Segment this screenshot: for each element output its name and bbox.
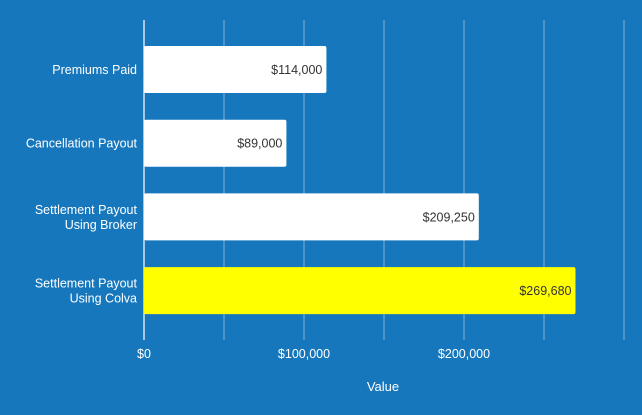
bar	[144, 46, 327, 93]
category-label: Premiums Paid	[52, 63, 137, 77]
bar-value-label: $209,250	[423, 210, 475, 224]
category-label: Cancellation Payout	[26, 137, 138, 151]
bar	[144, 267, 576, 315]
category-label-line: Settlement Payout	[35, 277, 138, 291]
category-label-line: Settlement Payout	[35, 203, 138, 217]
bar-value-label: $269,680	[519, 284, 571, 298]
bar	[144, 119, 287, 167]
category-label-line: Cancellation Payout	[26, 137, 138, 151]
x-tick-label: $0	[137, 347, 151, 361]
x-axis-tick-labels: $0 $100,000 $200,000	[137, 347, 490, 361]
category-label-line: Using Broker	[65, 218, 137, 232]
category-label: Settlement Payout Using Colva	[35, 277, 138, 306]
category-label-line: Using Colva	[70, 292, 137, 306]
category-labels: Premiums Paid Cancellation Payout Settleme…	[26, 63, 138, 306]
category-label-line: Premiums Paid	[52, 63, 137, 77]
bar-value-labels: $114,000 $89,000 $209,250 $269,680	[237, 63, 571, 298]
x-tick-label: $100,000	[278, 347, 330, 361]
bar-value-label: $89,000	[237, 137, 282, 151]
bars	[144, 46, 576, 315]
x-axis-label: Value	[367, 379, 399, 394]
bar-value-label: $114,000	[271, 63, 322, 77]
bar	[144, 193, 479, 241]
x-tick-label: $200,000	[438, 347, 490, 361]
category-label: Settlement Payout Using Broker	[35, 203, 138, 232]
